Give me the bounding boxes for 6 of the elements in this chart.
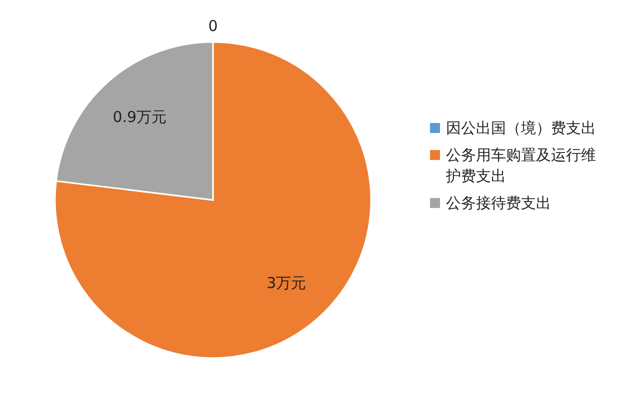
text: 0 <box>208 17 218 35</box>
data-label: 3万元 <box>266 274 306 292</box>
legend-label: 公务用车购置及运行维护费支出 <box>446 145 596 187</box>
legend-label: 公务接待费支出 <box>446 193 552 214</box>
data-label: 0.9万元 <box>112 108 167 126</box>
legend-label: 因公出国（境）费支出 <box>446 118 596 139</box>
